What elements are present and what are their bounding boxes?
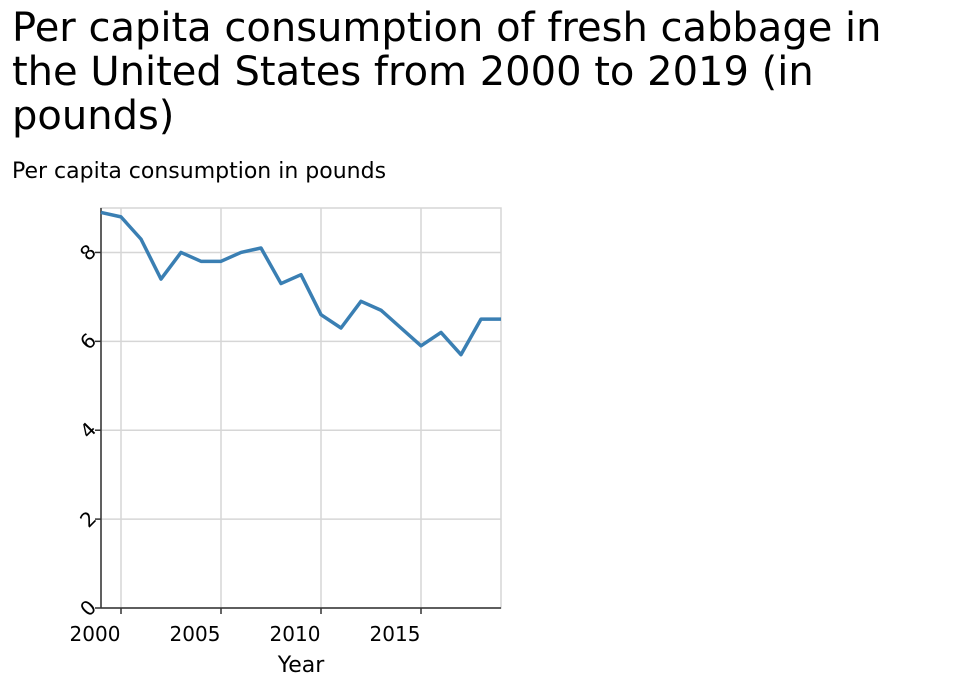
- x-axis-label: Year: [277, 653, 326, 678]
- x-tick-label: 2005: [170, 622, 221, 646]
- chart-title: Per capita consumption of fresh cabbage …: [12, 5, 882, 139]
- x-tick-label: 2015: [370, 622, 421, 646]
- axes: [95, 208, 501, 614]
- y-axis-label: Per capita consumption in pounds: [12, 159, 387, 184]
- plot-frame: [100, 207, 502, 609]
- x-tick-label: 2010: [270, 622, 321, 646]
- series-line: [100, 210, 501, 357]
- x-tick-label: 2000: [70, 622, 121, 646]
- series: [100, 210, 501, 357]
- grid: [100, 207, 502, 609]
